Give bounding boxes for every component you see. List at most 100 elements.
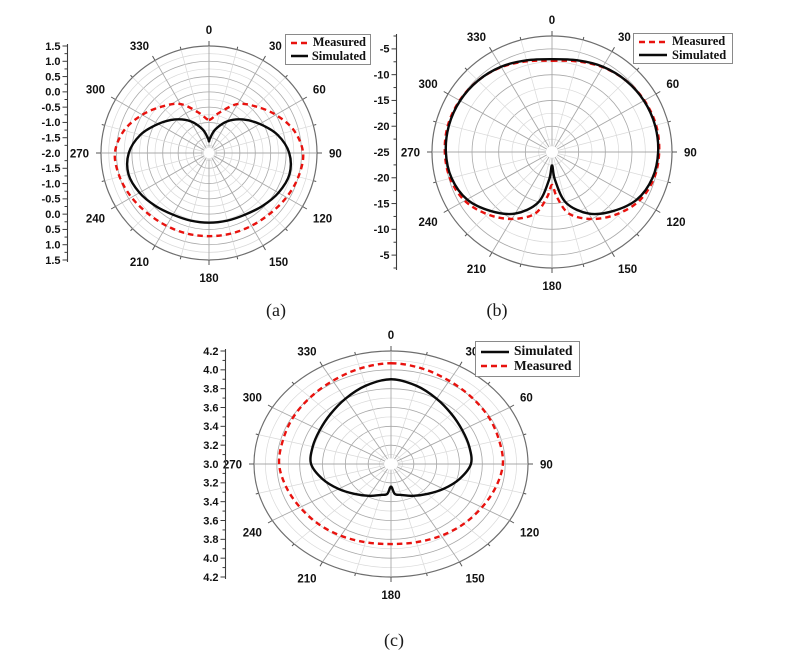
angle-label-150: 150 [618, 264, 637, 276]
angular-tick [519, 263, 522, 268]
angular-tick [130, 74, 133, 78]
radial-label-0.0: 0.0 [45, 87, 60, 99]
angular-tick [459, 561, 463, 567]
legend-b: Measured Simulated [633, 33, 733, 64]
angular-tick [302, 96, 308, 100]
series-measured-a [113, 102, 305, 238]
angular-tick [433, 120, 437, 123]
grid-spoke [436, 121, 547, 151]
angular-tick [236, 46, 239, 50]
legend-item-measured: Measured [480, 358, 575, 374]
radial-label-3.2: 3.2 [203, 478, 218, 490]
radial-label-0.5: 0.5 [45, 71, 60, 83]
radial-label--0.5: -0.5 [42, 194, 61, 206]
angular-tick [459, 361, 463, 367]
solid-line-swatch [639, 54, 667, 57]
radial-label-3.8: 3.8 [203, 534, 218, 546]
radial-label-3.6: 3.6 [203, 402, 218, 414]
radial-label-4.0: 4.0 [203, 553, 218, 565]
angle-label-0: 0 [388, 330, 394, 342]
grid-spoke [397, 434, 524, 463]
angle-label-240: 240 [86, 214, 105, 226]
angle-label-30: 30 [618, 32, 631, 44]
angular-tick [354, 573, 357, 577]
angular-tick [101, 180, 105, 182]
legend-item-measured: Measured [638, 34, 728, 49]
grid-spoke [214, 154, 314, 182]
radial-label-0.0: 0.0 [45, 209, 60, 221]
angular-tick [611, 252, 615, 258]
radial-label--1.0: -1.0 [42, 117, 61, 129]
angle-label-210: 210 [297, 573, 316, 585]
grid-spoke [557, 153, 668, 183]
angular-tick [509, 404, 515, 408]
grid-spoke [394, 468, 460, 563]
angular-tick [267, 404, 273, 408]
radial-label-1.0: 1.0 [45, 56, 60, 68]
grid-spoke [556, 93, 657, 150]
angle-label-240: 240 [243, 528, 262, 540]
grid-spoke [322, 468, 388, 563]
radial-label--5: -5 [380, 250, 390, 262]
legend-a: Measured Simulated [285, 34, 371, 65]
angular-tick [655, 91, 661, 95]
grid-spoke [272, 407, 386, 462]
angular-tick [319, 561, 323, 567]
grid-spoke [293, 383, 387, 461]
caption-c: (c) [384, 630, 404, 650]
angular-tick [179, 46, 182, 50]
grid-spoke [132, 156, 206, 229]
grid-spoke [210, 158, 238, 257]
legend-item-measured: Measured [290, 35, 366, 50]
grid-spoke [520, 39, 551, 147]
grid-spoke [115, 99, 205, 151]
legend-item-simulated: Simulated [638, 48, 728, 63]
angle-label-210: 210 [467, 264, 486, 276]
angular-tick [255, 492, 259, 495]
radial-label-4.2: 4.2 [203, 572, 218, 584]
angle-label-330: 330 [467, 32, 486, 44]
angular-tick [110, 206, 116, 210]
radial-label--10: -10 [374, 224, 390, 236]
grid-spoke [491, 156, 550, 253]
grid-spoke [322, 365, 388, 460]
grid-spoke [395, 383, 489, 461]
angular-tick [487, 543, 491, 547]
angular-tick [464, 67, 468, 71]
grid-spoke [520, 157, 551, 265]
series-simulated-a [126, 118, 292, 224]
radial-label-1.0: 1.0 [45, 240, 60, 252]
angle-label-330: 330 [130, 41, 149, 53]
angular-tick [313, 124, 317, 126]
angle-label-90: 90 [684, 148, 697, 160]
radial-label-3.2: 3.2 [203, 440, 218, 452]
angle-label-180: 180 [381, 590, 400, 602]
angle-label-30: 30 [269, 41, 282, 53]
angle-label-300: 300 [86, 85, 105, 97]
angle-label-90: 90 [329, 149, 342, 161]
angular-tick [319, 361, 323, 367]
radial-label-3.4: 3.4 [203, 421, 219, 433]
angular-tick [523, 433, 527, 436]
caption-a: (a) [266, 300, 286, 320]
solid-line-swatch [481, 350, 509, 353]
grid-spoke [355, 354, 390, 459]
angle-label-120: 120 [313, 214, 332, 226]
angular-tick [262, 245, 266, 251]
angular-tick [285, 74, 288, 78]
angular-tick [667, 181, 671, 184]
grid-spoke [466, 69, 549, 149]
angular-tick [285, 228, 288, 232]
radial-label--20: -20 [374, 173, 390, 185]
angle-label-270: 270 [70, 149, 89, 161]
angular-tick [267, 520, 273, 524]
dashed-line-swatch [639, 40, 667, 43]
angular-tick [433, 181, 437, 184]
radial-label-4.0: 4.0 [203, 365, 218, 377]
angle-label-90: 90 [540, 460, 553, 472]
grid-spoke [211, 157, 264, 246]
angle-label-60: 60 [666, 79, 679, 91]
angular-tick [443, 209, 449, 213]
angular-tick [425, 351, 428, 355]
radial-label--5: -5 [380, 44, 390, 56]
